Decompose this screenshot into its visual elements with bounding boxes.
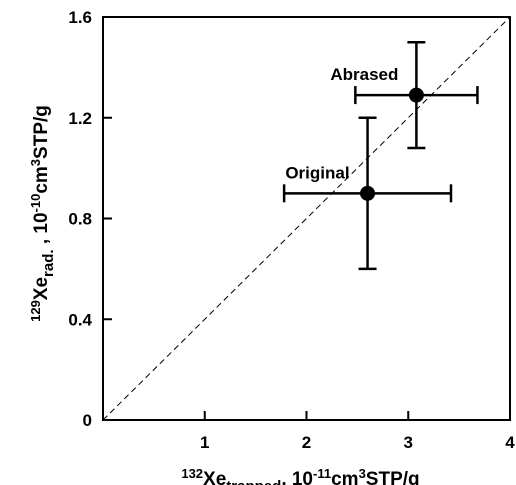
- reference-line: [102, 16, 511, 421]
- x-axis-label: 132Xetrapped, 10-11cm3STP/g: [181, 466, 419, 485]
- data-point: [360, 185, 376, 201]
- y-tick-label: 0.4: [68, 310, 92, 329]
- x-tick-label: 2: [302, 433, 311, 452]
- x-tick-label: 1: [200, 433, 209, 452]
- y-tick-label: 1.2: [68, 109, 92, 128]
- data-point-group: Original: [282, 116, 453, 271]
- data-point: [408, 87, 424, 103]
- x-tick-label: 3: [404, 433, 413, 452]
- y-axis-label: 129Xerad. , 10-10cm3STP/g: [28, 105, 57, 322]
- data-point-label: Abrased: [330, 65, 398, 84]
- y-tick-label: 0: [83, 411, 92, 430]
- data-point-group: Abrased: [330, 40, 479, 150]
- axis-ticks: 1 2 3 4 0 0.4 0.8 1.2 1.6: [68, 8, 515, 452]
- y-tick-label: 1.6: [68, 8, 92, 27]
- plot-area: Original Abrased: [102, 16, 511, 421]
- axis-labels: 132Xetrapped, 10-11cm3STP/g 129Xerad. , 1…: [28, 105, 420, 485]
- data-point-label: Original: [285, 163, 349, 182]
- x-tick-label: 4: [505, 433, 515, 452]
- y-tick-label: 0.8: [68, 210, 92, 229]
